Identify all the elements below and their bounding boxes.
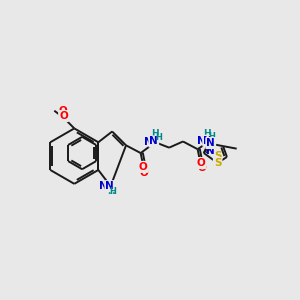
- Text: N: N: [206, 138, 215, 148]
- Text: N: N: [106, 181, 114, 191]
- Text: N: N: [99, 181, 108, 191]
- Text: N: N: [206, 146, 215, 156]
- Text: H: H: [151, 129, 158, 138]
- Text: O: O: [140, 168, 148, 178]
- Text: O: O: [139, 162, 147, 172]
- Text: S: S: [214, 158, 221, 168]
- Text: H: H: [203, 129, 211, 138]
- Text: O: O: [58, 106, 67, 116]
- Text: H: H: [155, 133, 162, 142]
- Text: H: H: [208, 132, 215, 141]
- Text: O: O: [196, 158, 205, 168]
- Text: N: N: [144, 137, 153, 147]
- Text: N: N: [203, 136, 212, 146]
- Text: S: S: [214, 151, 221, 161]
- Text: H: H: [110, 187, 116, 196]
- Text: O: O: [197, 163, 206, 173]
- Text: N: N: [197, 136, 206, 146]
- Text: N: N: [149, 136, 158, 146]
- Text: H: H: [108, 187, 115, 196]
- Text: O: O: [59, 111, 68, 121]
